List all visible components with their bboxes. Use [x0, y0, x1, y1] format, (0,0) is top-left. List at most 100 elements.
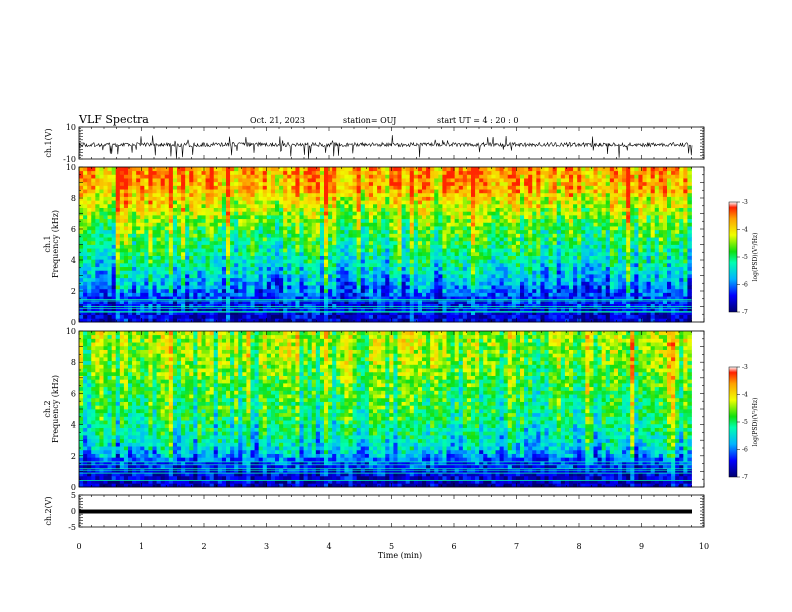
spectrogram-cell [189, 274, 194, 279]
spectrogram-cell [197, 207, 202, 212]
spectrogram-cell [315, 218, 321, 223]
spectrogram-cell [152, 296, 157, 301]
spectrogram-cell [279, 218, 284, 223]
spectrogram-cell [189, 277, 194, 282]
spectrogram-cell [291, 314, 296, 319]
spectrogram-cell [487, 214, 492, 220]
spectrogram-cell [275, 203, 280, 208]
spectrogram-cell [132, 262, 137, 268]
spectrogram-cell [503, 189, 509, 194]
spectrogram-cell [144, 240, 149, 245]
spectrogram-cell [348, 262, 353, 268]
spectrogram-cell [507, 229, 513, 234]
spectrogram-cell [487, 178, 492, 183]
spectrogram-cell [377, 185, 382, 190]
spectrogram-cell [177, 185, 182, 190]
spectrogram-cell [177, 259, 182, 264]
spectrogram-cell [103, 167, 108, 172]
spectrogram-cell [499, 203, 505, 208]
spectrogram-cell [405, 299, 411, 304]
spectrogram-cell [99, 237, 104, 242]
spectrogram-cell [164, 170, 170, 175]
spectrogram-cell [250, 181, 255, 186]
spectrogram-cell [205, 285, 211, 290]
spectrogram-cell [417, 181, 423, 186]
spectrogram-cell [144, 167, 149, 172]
spectrogram-cell [87, 248, 92, 253]
spectrogram-cell [275, 222, 280, 227]
spectrogram-cell [507, 310, 513, 316]
spectrogram-cell [283, 181, 288, 186]
spectrogram-cell [417, 178, 423, 183]
spectrogram-cell [221, 237, 227, 242]
spectrogram-cell [409, 203, 415, 208]
spectrogram-cell [560, 222, 566, 227]
spectrogram-cell [413, 207, 419, 212]
spectrogram-cell [87, 222, 92, 227]
spectrogram-cell [140, 292, 145, 297]
spectrogram-cell [524, 233, 529, 238]
spectrogram-cell [242, 222, 247, 227]
spectrogram-cell [311, 203, 317, 208]
spectrogram-cell [381, 178, 386, 183]
spectrogram-cell [340, 229, 345, 234]
spectrogram-cell [140, 189, 145, 194]
spectrogram-cell [315, 233, 321, 238]
spectrogram-cell [193, 262, 198, 268]
spectrogram-cell [99, 192, 104, 197]
spectrogram-cell [540, 214, 545, 220]
spectrogram-cell [548, 244, 554, 249]
spectrogram-cell [172, 251, 178, 256]
spectrogram-cell [164, 310, 170, 316]
spectrogram-cell [132, 310, 137, 316]
spectrogram-cell [283, 203, 288, 208]
spectrogram-cell [217, 285, 223, 290]
spectrogram-cell [283, 270, 288, 275]
spectrogram-cell [356, 314, 362, 319]
spectrogram-cell [426, 288, 431, 293]
spectrogram-cell [458, 292, 464, 297]
spectrogram-cell [287, 214, 292, 220]
spectrogram-cell [385, 255, 390, 260]
spectrogram-cell [548, 281, 554, 286]
spectrogram-cell [434, 181, 439, 186]
spectrogram-cell [364, 274, 370, 279]
spectrogram-cell [332, 214, 337, 220]
spectrogram-cell [197, 229, 202, 234]
spectrogram-cell [115, 237, 121, 242]
spectrogram-cell [185, 200, 190, 205]
spectrogram-cell [511, 292, 517, 297]
spectrogram-cell [352, 270, 358, 275]
spectrogram-cell [140, 181, 145, 186]
spectrogram-cell [401, 229, 407, 234]
spectrogram-cell [95, 307, 100, 312]
spectrogram-cell [99, 299, 104, 304]
spectrogram-cell [226, 251, 231, 256]
spectrogram-cell [238, 167, 243, 172]
spectrogram-cell [528, 237, 533, 242]
spectrogram-cell [434, 314, 439, 319]
spectrogram-cell [226, 214, 231, 220]
spectrogram-cell [123, 274, 129, 279]
spectrogram-cell [458, 277, 464, 282]
spectrogram-cell [291, 218, 296, 223]
spectrogram-cell [471, 318, 476, 323]
spectrogram-cell [266, 281, 272, 286]
spectrogram-cell [336, 233, 341, 238]
spectrogram-cell [279, 277, 284, 282]
spectrogram-cell [377, 237, 382, 242]
spectrogram-cell [172, 255, 178, 260]
spectrogram-cell [209, 196, 215, 201]
spectrogram-cell [172, 274, 178, 279]
spectrogram-cell [111, 281, 117, 286]
spectrogram-cell [389, 266, 394, 271]
spectrogram-cell [242, 167, 247, 172]
spectrogram-cell [544, 277, 549, 282]
spectrogram-cell [364, 292, 370, 297]
spectrogram-cell [291, 255, 296, 260]
spectrogram-cell [99, 174, 104, 179]
spectrogram-cell [507, 203, 513, 208]
spectrogram-cell [295, 211, 300, 216]
spectrogram-cell [446, 299, 451, 304]
spectrogram-cell [107, 214, 113, 220]
